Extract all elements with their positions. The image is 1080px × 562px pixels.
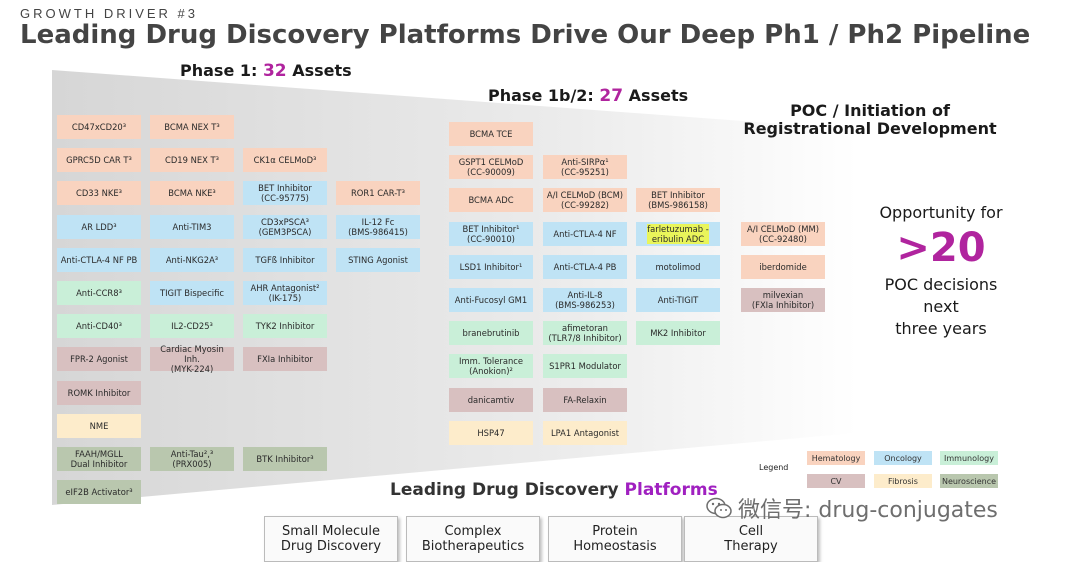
pipeline-asset-p2c2: Anti-CTLA-4 NF [543, 221, 627, 246]
pipeline-asset-p1c3: AHR Antagonist² (IK-175) [243, 281, 327, 305]
pipeline-asset-p2c3: MK2 Inhibitor [636, 321, 720, 346]
pipeline-asset-p1c3: CK1α CELMoD³ [243, 148, 327, 173]
platform-card: Small Molecule Drug Discovery [264, 516, 398, 562]
legend-item-neuro: Neuroscience [940, 474, 998, 488]
phase1-suffix: Assets [292, 61, 352, 80]
pipeline-asset-p2c2: A/I CELMoD (BCM) (CC-99282) [543, 188, 627, 213]
pipeline-asset-p1c1: FPR-2 Agonist [57, 347, 141, 372]
wechat-icon [706, 497, 732, 519]
pipeline-asset-p2c1: BET Inhibitor¹ (CC-90010) [449, 221, 533, 246]
opportunity-line4: three years [895, 319, 987, 338]
platform-title-rest: s [707, 480, 718, 500]
pipeline-asset-p2c3: motolimod [636, 254, 720, 279]
pipeline-asset-p1c4: IL-12 Fc (BMS-986415) [336, 214, 420, 239]
pipeline-asset-poc: A/I CELMoD (MM) (CC-92480) [741, 221, 825, 246]
pipeline-asset-p1c1: Anti-CCR8³ [57, 281, 141, 305]
pipeline-asset-p1c3: TGFß Inhibitor [243, 247, 327, 272]
pipeline-asset-poc: milvexian (FXIa Inhibitor) [741, 288, 825, 312]
pipeline-asset-poc: iberdomide [741, 254, 825, 279]
pipeline-asset-p1c2: CD19 NEX T³ [150, 148, 234, 173]
opportunity-line2: POC decisions [884, 275, 998, 294]
pipeline-asset-p2c1: HSP47 [449, 420, 533, 445]
pipeline-asset-p1c1: ROMK Inhibitor [57, 380, 141, 405]
platform-card: Protein Homeostasis [548, 516, 682, 562]
opportunity-line3: next [923, 297, 959, 316]
pipeline-asset-p1c1: CD33 NKE³ [57, 181, 141, 206]
pipeline-asset-p1c1: GPRC5D CAR T³ [57, 148, 141, 173]
pipeline-asset-p2c1: Imm. Tolerance (Anokion)² [449, 354, 533, 379]
poc-header: POC / Initiation of Registrational Devel… [740, 102, 1000, 138]
pipeline-asset-p1c1: eIF2B Activator³ [57, 480, 141, 505]
phase1-count: 32 [262, 61, 287, 81]
phase2-suffix: Assets [628, 86, 689, 105]
eyebrow-label: GROWTH DRIVER #3 [20, 6, 199, 21]
legend-item-imm: Immunology [940, 451, 998, 465]
poc-header-line1: POC / Initiation of [790, 101, 950, 120]
pipeline-asset-p1c3: BET Inhibitor (CC-95775) [243, 181, 327, 206]
pipeline-asset-p2c3: farletuzumab - eribulin ADC [636, 221, 720, 246]
pipeline-asset-p2c1: Anti-Fucosyl GM1 [449, 288, 533, 312]
pipeline-asset-p1c4: STING Agonist [336, 247, 420, 272]
pipeline-asset-p2c3: Anti-TIGIT [636, 288, 720, 312]
pipeline-asset-p2c1: danicamtiv [449, 387, 533, 412]
pipeline-asset-p2c2: S1PR1 Modulator [543, 354, 627, 379]
pipeline-asset-p2c2: FA-Relaxin [543, 387, 627, 412]
pipeline-asset-p1c1: NME [57, 413, 141, 438]
pipeline-asset-p2c2: afimetoran (TLR7/8 Inhibitor) [543, 321, 627, 346]
phase1-label: Phase 1: [180, 61, 258, 80]
pipeline-asset-p1c1: AR LDD³ [57, 214, 141, 239]
opportunity-detail: POC decisions next three years [858, 274, 1024, 340]
legend-item-onc: Oncology [874, 451, 932, 465]
pipeline-asset-p1c1: FAAH/MGLL Dual Inhibitor [57, 447, 141, 471]
pipeline-asset-p1c2: BCMA NKE³ [150, 181, 234, 206]
pipeline-asset-p1c2: BCMA NEX T³ [150, 115, 234, 139]
watermark-text: 微信号: drug-conjugates [738, 498, 998, 523]
opportunity-count: >20 [896, 225, 986, 271]
legend-label: Legend [759, 463, 789, 472]
platform-title-main: Leading Drug Discovery [390, 480, 619, 500]
pipeline-asset-p1c2: IL2-CD25³ [150, 314, 234, 339]
pipeline-asset-p2c1: GSPT1 CELMoD (CC-90009) [449, 155, 533, 180]
legend-item-cv: CV [807, 474, 865, 488]
pipeline-asset-p2c1: LSD1 Inhibitor¹ [449, 254, 533, 279]
pipeline-asset-p1c2: TIGIT Bispecific [150, 281, 234, 305]
pipeline-asset-p1c4: ROR1 CAR-T³ [336, 181, 420, 206]
pipeline-asset-p2c2: Anti-CTLA-4 PB [543, 254, 627, 279]
pipeline-asset-p1c1: Anti-CD40³ [57, 314, 141, 339]
pipeline-asset-p2c2: LPA1 Antagonist [543, 420, 627, 445]
pipeline-asset-p1c3: TYK2 Inhibitor [243, 314, 327, 339]
pipeline-asset-p1c3: BTK Inhibitor³ [243, 447, 327, 471]
poc-header-line2: Registrational Development [743, 119, 997, 138]
phase2-label: Phase 1b/2: [488, 86, 594, 105]
watermark: 微信号: drug-conjugates [706, 492, 998, 524]
pipeline-asset-p2c3: BET Inhibitor (BMS-986158) [636, 188, 720, 213]
phase2-header: Phase 1b/2: 27 Assets [488, 86, 688, 106]
legend-item-heme: Hematology [807, 451, 865, 465]
platform-card: Cell Therapy [684, 516, 818, 562]
pipeline-asset-p1c2: Anti-NKG2A³ [150, 247, 234, 272]
legend-item-fib: Fibrosis [874, 474, 932, 488]
pipeline-asset-p2c2: Anti-IL-8 (BMS-986253) [543, 288, 627, 312]
pipeline-asset-p1c2: Anti-Tau²,³ (PRX005) [150, 447, 234, 471]
phase1-header: Phase 1: 32 Assets [180, 61, 352, 81]
opportunity-line1: Opportunity for [879, 203, 1003, 222]
pipeline-asset-p1c3: FXIa Inhibitor [243, 347, 327, 372]
pipeline-asset-p1c3: CD3xPSCA³ (GEM3PSCA) [243, 214, 327, 239]
pipeline-asset-p1c2: Anti-TIM3 [150, 214, 234, 239]
pipeline-asset-p2c1: BCMA ADC [449, 188, 533, 213]
pipeline-asset-p1c1: Anti-CTLA-4 NF PB [57, 247, 141, 272]
platform-title-accent: Platform [624, 480, 708, 500]
pipeline-asset-p2c1: BCMA TCE [449, 122, 533, 146]
pipeline-asset-p1c2: Cardiac Myosin Inh. (MYK-224) [150, 344, 234, 374]
pipeline-asset-p2c2: Anti-SIRPα¹ (CC-95251) [543, 155, 627, 180]
pipeline-asset-p1c1: CD47xCD20³ [57, 115, 141, 139]
platform-title: Leading Drug Discovery Platforms [390, 480, 718, 500]
platform-card: Complex Biotherapeutics [406, 516, 540, 562]
highlighted-asset-text: farletuzumab - eribulin ADC [647, 223, 709, 244]
pipeline-asset-p2c1: branebrutinib [449, 321, 533, 346]
page-title: Leading Drug Discovery Platforms Drive O… [20, 20, 1031, 50]
phase2-count: 27 [599, 86, 624, 106]
